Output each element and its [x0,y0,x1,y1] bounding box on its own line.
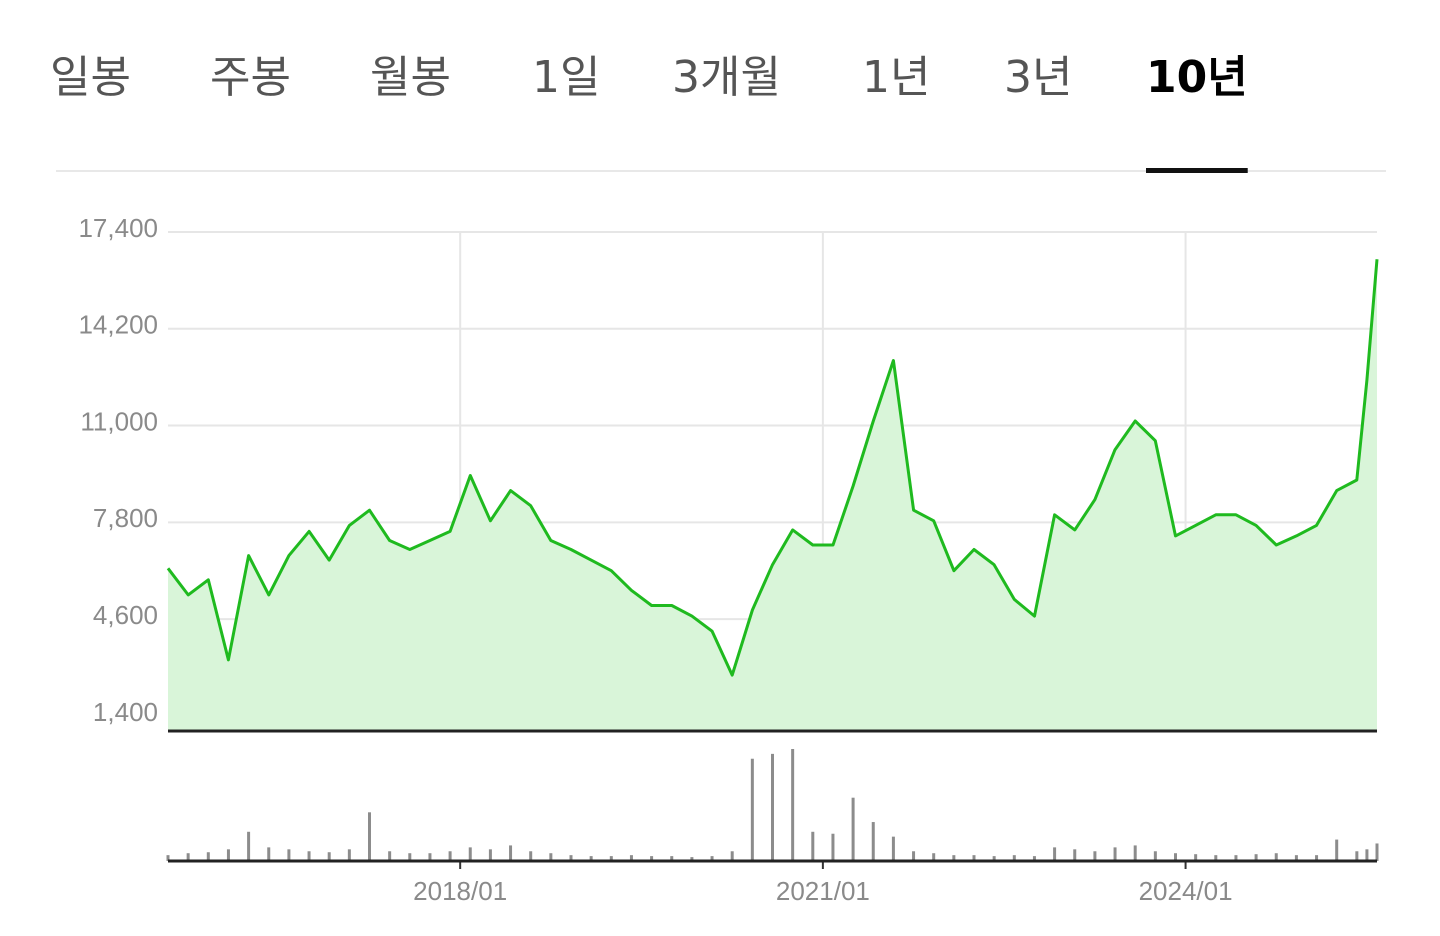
volume-bar [307,851,311,861]
volume-bar [488,849,492,861]
volume-bar [1032,856,1036,861]
volume-bar [992,856,996,861]
volume-bar [771,753,774,861]
volume-bar [529,851,533,861]
period-tab[interactable]: 주봉 [210,52,291,103]
volume-bar [267,847,271,861]
volume-bar [1174,853,1177,861]
period-tab[interactable]: 1년 [862,52,930,103]
period-tab[interactable]: 1일 [532,52,600,103]
volume-bar [1113,847,1117,861]
volume-bar [1214,855,1218,861]
volume-bar [629,855,633,861]
volume-bar [368,812,371,861]
volume-bar [750,758,754,861]
volume-bar [871,822,875,861]
volume-bar [1315,855,1319,861]
volume-bar [1194,854,1198,861]
volume-bar [891,836,895,861]
y-tick-label: 14,200 [78,310,158,340]
x-tick-label: 2018/01 [413,876,507,906]
volume-bar [1375,843,1379,861]
y-tick-label: 17,400 [78,213,158,243]
price-area [168,259,1377,731]
volume-bar [569,855,573,861]
volume-bar [448,851,452,861]
volume-bar [670,856,674,861]
volume-bar [912,851,916,861]
volume-bar [1355,851,1359,861]
volume-bar [1294,855,1298,861]
volume-bar [388,851,392,861]
x-tick-label: 2021/01 [776,876,870,906]
volume-bar [952,855,956,861]
y-tick-label: 4,600 [93,600,158,630]
volume-bar [347,849,351,861]
period-tab[interactable]: 3개월 [672,52,781,103]
volume-bar [589,856,593,861]
volume-bar [932,853,936,861]
volume-bar [710,856,714,861]
volume-bar [206,852,210,861]
y-tick-label: 1,400 [93,697,158,727]
volume-bar [226,849,230,861]
volume-bar [247,831,251,861]
volume-bar [1133,845,1137,861]
period-tab[interactable]: 3년 [1004,52,1072,103]
volume-bar [468,847,472,861]
volume-bar [1335,839,1339,861]
period-tab[interactable]: 10년 [1146,52,1248,103]
x-tick-label: 2024/01 [1139,876,1233,906]
volume-bar [1254,854,1258,861]
period-tab[interactable]: 일봉 [50,52,131,103]
volume-bar [1234,855,1238,861]
volume-bar [408,853,412,861]
volume-bar [791,749,795,861]
volume-bar [428,853,432,861]
volume-bar [609,856,613,861]
volume-bar [1012,855,1016,861]
y-tick-label: 11,000 [80,406,158,436]
volume-bar [730,851,734,861]
volume-bar [972,855,976,861]
volume-bar [811,831,815,861]
period-tab[interactable]: 월봉 [370,52,451,103]
volume-bar [1365,849,1369,861]
volume-bar [509,845,513,861]
volume-bar [1073,849,1077,861]
volume-bar [166,855,170,861]
volume-bar [650,856,654,861]
y-tick-label: 7,800 [93,503,158,533]
volume-bar [851,797,855,861]
volume-bar [186,853,190,861]
volume-bar [1093,851,1097,861]
volume-bar [549,853,553,861]
price-line [166,259,1379,677]
tab-underline [1146,168,1248,173]
volume-bar [831,833,835,861]
volume-bar [287,849,291,861]
volume-bar [690,857,694,861]
volume-bar [1053,847,1057,861]
volume-bar [1274,853,1278,861]
volume-bar [327,852,331,861]
volume-bar [1153,851,1157,861]
